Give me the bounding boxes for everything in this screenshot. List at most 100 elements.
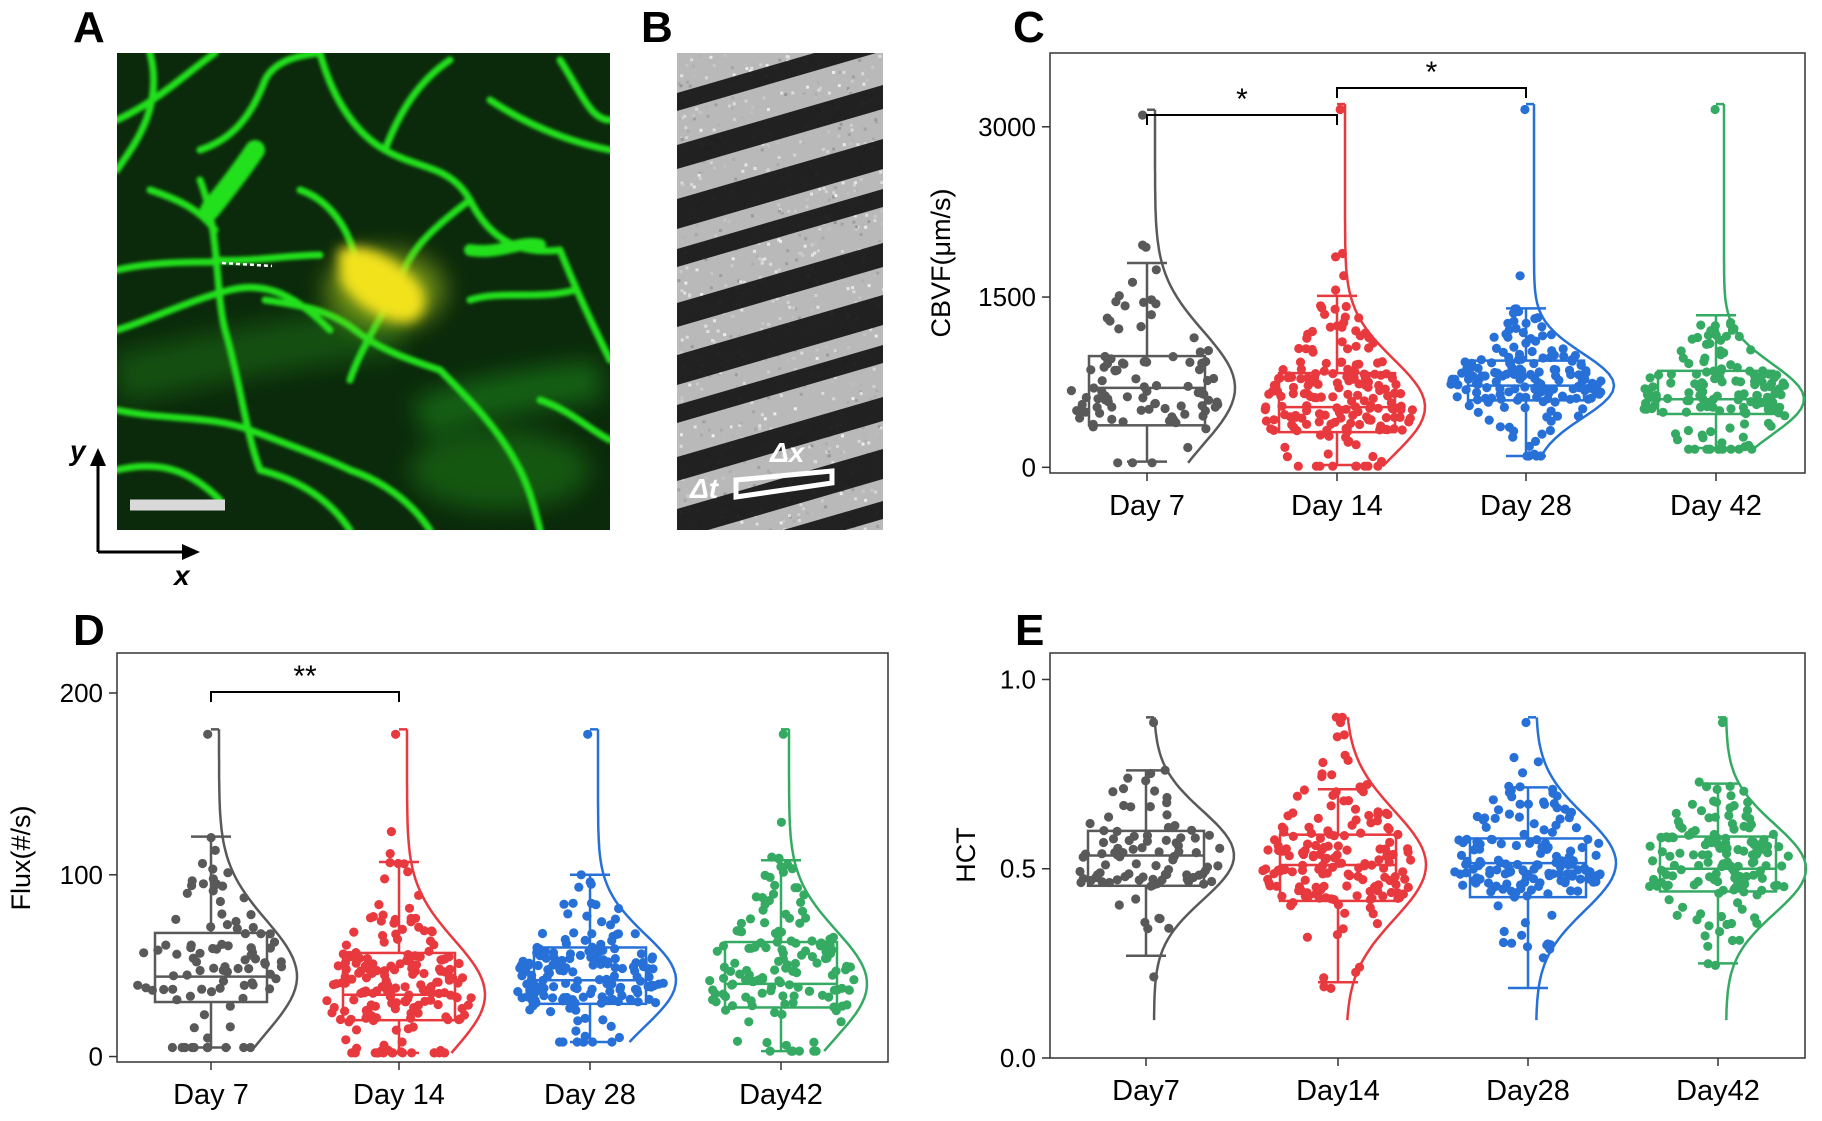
data-point [812, 958, 822, 968]
data-point [1300, 875, 1310, 885]
data-point [240, 929, 250, 939]
data-point [1328, 392, 1338, 402]
data-point [1113, 458, 1123, 468]
data-point [554, 962, 564, 972]
data-point [1398, 867, 1408, 877]
data-point [404, 903, 415, 913]
series-day-28 [513, 728, 678, 1047]
data-point [1498, 347, 1508, 357]
data-point [1139, 357, 1149, 367]
data-point [1162, 810, 1172, 820]
data-point [1511, 323, 1521, 333]
data-point [1107, 414, 1117, 424]
data-point [1705, 444, 1715, 454]
data-point [1532, 860, 1542, 870]
data-point [225, 1001, 235, 1011]
data-point [573, 1016, 583, 1026]
data-point [1405, 413, 1415, 423]
data-point [1275, 373, 1285, 383]
data-point [1514, 812, 1524, 822]
data-point [246, 943, 256, 953]
data-point [1300, 846, 1310, 856]
data-point [1549, 799, 1559, 809]
data-point [1319, 842, 1329, 853]
data-point [350, 952, 360, 962]
data-point [444, 952, 454, 962]
data-point [1340, 750, 1350, 760]
data-point [1104, 877, 1114, 888]
data-point [1280, 410, 1290, 420]
data-point [419, 968, 429, 979]
violin-outline [1722, 104, 1806, 451]
data-point [603, 957, 613, 967]
series-day28 [1450, 716, 1618, 1021]
data-point [1534, 367, 1544, 377]
data-point [1298, 860, 1308, 871]
data-points [1450, 717, 1605, 963]
data-point [1740, 879, 1750, 889]
data-point [1693, 332, 1703, 343]
data-point [1547, 346, 1557, 356]
data-point [1710, 374, 1720, 384]
data-point [829, 1002, 839, 1012]
data-point [708, 985, 718, 995]
data-point [390, 914, 400, 925]
data-point [1134, 875, 1144, 885]
data-point [1657, 847, 1667, 857]
data-point [1288, 898, 1298, 908]
data-point [1365, 403, 1375, 413]
data-point [1571, 823, 1581, 833]
data-point [1725, 423, 1735, 433]
data-point [432, 977, 442, 987]
data-point [1364, 415, 1374, 425]
data-point [790, 958, 801, 969]
data-point [1112, 875, 1122, 885]
data-point [372, 1048, 382, 1058]
y-axis-title: Flux(#/s) [6, 805, 36, 910]
data-point [1176, 401, 1186, 411]
data-point [1495, 389, 1505, 400]
data-point [341, 964, 351, 975]
data-point [395, 959, 405, 969]
data-point [1520, 403, 1530, 413]
data-point [1394, 893, 1405, 903]
data-point [463, 1000, 473, 1010]
data-point [1274, 845, 1284, 856]
data-point [1759, 835, 1769, 845]
data-point [811, 1046, 821, 1056]
data-point [1335, 104, 1345, 115]
data-point [1472, 840, 1482, 851]
data-point [609, 971, 620, 981]
data-point [374, 900, 384, 910]
data-point [1726, 404, 1736, 414]
data-point [1550, 397, 1560, 407]
data-point [525, 985, 535, 995]
data-point [786, 936, 796, 946]
data-point [1587, 384, 1598, 394]
data-point [1520, 382, 1530, 392]
data-point [795, 918, 805, 928]
data-point [466, 993, 476, 1003]
data-point [650, 998, 661, 1008]
data-point [784, 913, 795, 923]
data-point [363, 1006, 373, 1016]
data-point [436, 1045, 446, 1056]
data-point [1386, 887, 1396, 898]
data-point [414, 922, 424, 932]
data-point [546, 1007, 556, 1017]
data-point [1503, 318, 1513, 328]
data-point [368, 912, 378, 922]
data-point [527, 974, 537, 984]
data-point [1695, 390, 1705, 401]
violin-outline [1535, 717, 1618, 1021]
data-point [1296, 374, 1306, 384]
data-point [1396, 405, 1406, 415]
data-point [777, 1009, 787, 1020]
data-point [210, 845, 220, 856]
data-point [712, 946, 722, 956]
data-point [1565, 809, 1575, 819]
data-point [1683, 425, 1693, 436]
data-point [842, 1000, 852, 1010]
data-point [745, 914, 756, 924]
data-point [744, 943, 754, 954]
